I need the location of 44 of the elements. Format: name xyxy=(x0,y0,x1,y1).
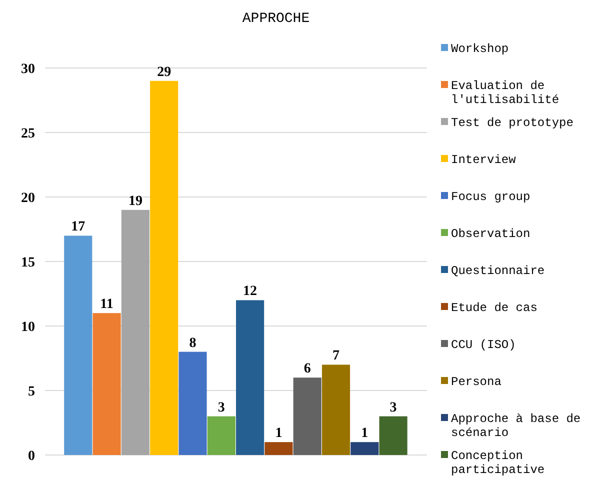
bar xyxy=(64,236,92,455)
data-label: 6 xyxy=(304,362,311,377)
bar xyxy=(264,442,293,455)
legend-label: Conception participative xyxy=(451,449,545,477)
bar xyxy=(207,416,236,455)
bar xyxy=(293,378,322,455)
legend-label: Workshop xyxy=(451,42,509,56)
data-label: 3 xyxy=(218,400,225,416)
legend-label: Evaluation de l'utilisabilité xyxy=(451,79,560,107)
bar xyxy=(150,80,178,455)
bar xyxy=(322,364,350,455)
y-tick-label: 15 xyxy=(21,255,35,270)
legend-label: Etude de cas xyxy=(451,301,538,315)
data-label: 29 xyxy=(157,64,172,80)
data-label: 1 xyxy=(275,426,282,442)
y-tick-label: 20 xyxy=(21,190,35,206)
chart-title: APPROCHE xyxy=(242,11,310,27)
y-tick-label: 5 xyxy=(28,384,35,400)
data-label: 19 xyxy=(128,194,142,209)
legend-label: Test de prototype xyxy=(451,116,574,130)
data-label: 3 xyxy=(390,400,397,416)
legend-label: Focus group xyxy=(451,190,530,204)
bar xyxy=(92,313,121,455)
bar xyxy=(236,300,264,455)
y-tick-label: 30 xyxy=(21,62,35,77)
y-tick-label: 25 xyxy=(21,126,35,142)
data-label: 12 xyxy=(243,284,258,300)
legend-label: CCU (ISO) xyxy=(451,338,516,352)
y-tick-label: 0 xyxy=(28,448,35,464)
data-label: 8 xyxy=(189,336,196,351)
legend-label: Observation xyxy=(451,227,530,241)
data-label: 11 xyxy=(100,297,114,312)
bar xyxy=(178,352,207,455)
bar xyxy=(379,416,408,455)
y-tick-label: 10 xyxy=(21,320,35,335)
bar xyxy=(350,442,379,455)
data-label: 7 xyxy=(332,348,340,364)
bar xyxy=(121,210,150,455)
data-label: 1 xyxy=(361,426,368,442)
data-label: 17 xyxy=(71,220,86,235)
legend-label: Persona xyxy=(451,375,502,389)
legend-label: Interview xyxy=(451,153,517,167)
legend-label: Approche à base de scénario xyxy=(451,412,581,440)
legend-label: Questionnaire xyxy=(451,264,545,278)
